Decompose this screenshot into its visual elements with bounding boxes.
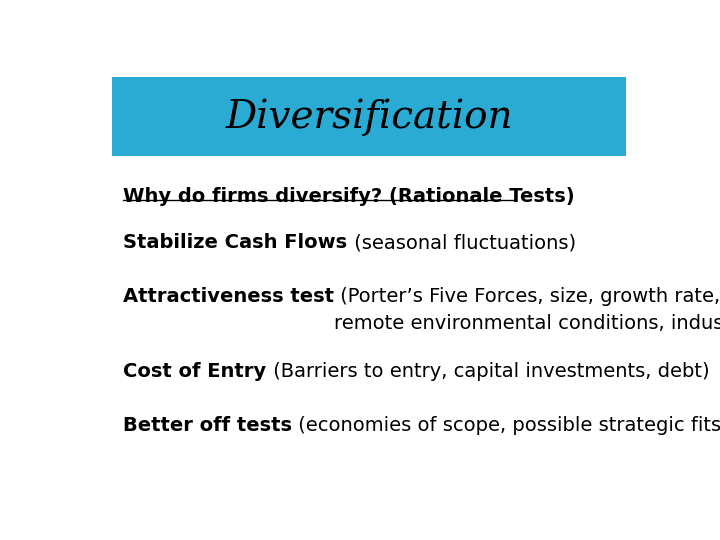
FancyBboxPatch shape [112,77,626,156]
Text: Stabilize Cash Flows: Stabilize Cash Flows [124,233,348,252]
Text: (seasonal fluctuations): (seasonal fluctuations) [348,233,576,252]
Text: (Barriers to entry, capital investments, debt): (Barriers to entry, capital investments,… [266,362,709,381]
Text: Why do firms diversify? (Rationale Tests): Why do firms diversify? (Rationale Tests… [124,187,575,206]
Text: Attractiveness test: Attractiveness test [124,287,335,306]
Text: Diversification: Diversification [225,98,513,136]
Text: Cost of Entry: Cost of Entry [124,362,266,381]
Text: Better off tests: Better off tests [124,416,292,435]
Text: (economies of scope, possible strategic fits): (economies of scope, possible strategic … [292,416,720,435]
Text: (Porter’s Five Forces, size, growth rate,
remote environmental conditions, indus: (Porter’s Five Forces, size, growth rate… [335,287,720,333]
